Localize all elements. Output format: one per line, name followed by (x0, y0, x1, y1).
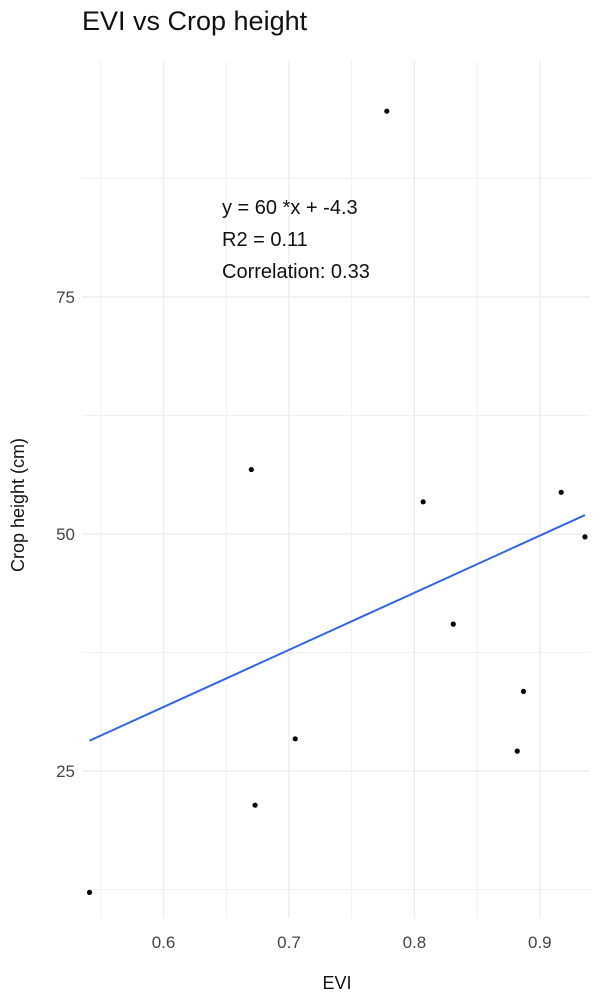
tick-labels: 0.6 0.7 0.8 0.9 25 50 75 (56, 288, 552, 952)
data-point (384, 108, 390, 114)
chart-title: EVI vs Crop height (82, 6, 308, 36)
data-point (450, 621, 456, 627)
data-point (514, 748, 520, 754)
grid-lines (82, 60, 590, 918)
fit-line-layer (89, 514, 586, 742)
y-tick-label: 75 (56, 288, 75, 307)
data-point (558, 489, 564, 495)
data-point (248, 466, 254, 473)
x-tick-label: 0.6 (152, 933, 176, 952)
data-point (582, 534, 588, 540)
r-squared-annotation: R2 = 0.11 (222, 229, 308, 251)
data-points (86, 108, 588, 896)
x-tick-label: 0.8 (403, 933, 427, 952)
data-point (292, 736, 298, 742)
y-axis-title: Crop height (cm) (8, 438, 28, 572)
x-tick-label: 0.9 (528, 933, 552, 952)
data-point (252, 802, 258, 808)
regression-equation: y = 60 *x + -4.3 (222, 197, 358, 219)
data-point (86, 889, 93, 896)
y-tick-label: 50 (56, 525, 75, 544)
x-tick-label: 0.7 (277, 933, 301, 952)
x-axis-title: EVI (322, 973, 351, 993)
regression-fit-line (89, 514, 586, 742)
data-point (420, 499, 426, 505)
y-tick-label: 25 (56, 762, 75, 781)
data-point (520, 688, 527, 695)
correlation-annotation: Correlation: 0.33 (222, 261, 370, 283)
